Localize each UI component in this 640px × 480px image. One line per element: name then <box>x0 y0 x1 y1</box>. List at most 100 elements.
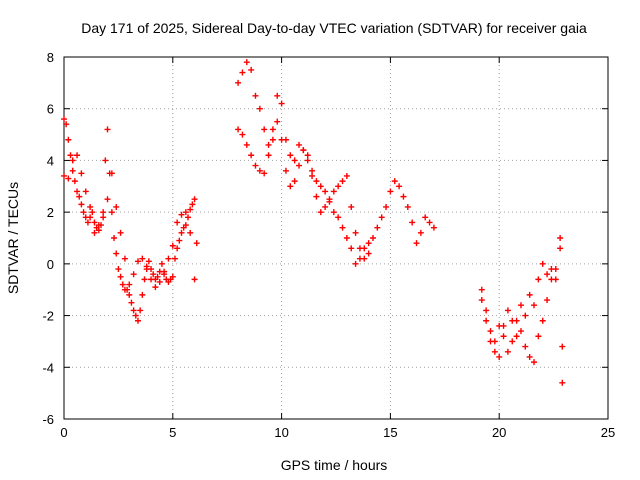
data-point-marker <box>191 196 198 203</box>
data-point-marker <box>513 333 520 340</box>
data-point-marker <box>191 276 198 283</box>
data-point-marker <box>348 245 355 252</box>
data-point-marker <box>330 209 337 216</box>
data-point-marker <box>117 273 124 280</box>
data-point-marker <box>243 141 250 148</box>
data-point-marker <box>274 118 281 125</box>
data-point-marker <box>504 307 511 314</box>
data-point-marker <box>95 222 102 229</box>
data-point-marker <box>339 224 346 231</box>
data-point-marker <box>265 141 272 148</box>
data-point-marker <box>67 152 74 159</box>
data-point-marker <box>76 193 83 200</box>
data-point-marker <box>309 172 316 179</box>
data-point-marker <box>132 312 139 319</box>
data-point-marker <box>352 260 359 267</box>
data-point-marker <box>143 263 150 270</box>
y-axis-ticks: -6 -4 -2 0 2 4 6 8 <box>42 50 608 427</box>
data-point-marker <box>158 260 165 267</box>
data-point-marker <box>134 258 141 265</box>
data-point-marker <box>108 170 115 177</box>
data-point-marker <box>483 317 490 324</box>
data-point-marker <box>152 284 159 291</box>
data-point-marker <box>304 157 311 164</box>
y-axis-title: SDTVAR / TECUs <box>5 182 21 294</box>
data-point-marker <box>535 276 542 283</box>
y-tick-label: 4 <box>47 153 54 168</box>
data-point-marker <box>309 167 316 174</box>
data-point-marker <box>278 136 285 143</box>
data-point-marker <box>326 196 333 203</box>
data-point-marker <box>526 291 533 298</box>
data-point-marker <box>400 193 407 200</box>
data-point-marker <box>113 250 120 257</box>
data-point-marker <box>78 170 85 177</box>
data-point-marker <box>145 258 152 265</box>
data-point-marker <box>139 255 146 262</box>
data-point-marker <box>128 299 135 306</box>
data-point-marker <box>256 167 263 174</box>
data-point-marker <box>108 209 115 216</box>
data-point-marker <box>361 255 368 262</box>
data-point-marker <box>126 281 133 288</box>
data-point-marker <box>261 126 268 133</box>
data-point-marker <box>176 237 183 244</box>
data-point-marker <box>487 328 494 335</box>
data-point-marker <box>517 328 524 335</box>
data-point-marker <box>95 227 102 234</box>
x-tick-label: 25 <box>601 425 615 440</box>
y-tick-label: 2 <box>47 205 54 220</box>
data-point-marker <box>356 245 363 252</box>
data-point-marker <box>478 297 485 304</box>
data-point-marker <box>161 268 168 275</box>
data-point-marker <box>369 235 376 241</box>
data-point-marker <box>313 178 320 185</box>
data-point-marker <box>522 343 529 350</box>
data-point-marker <box>378 214 385 221</box>
data-point-marker <box>235 79 242 86</box>
data-point-marker <box>78 201 85 208</box>
data-point-marker <box>256 105 263 112</box>
data-point-marker <box>165 255 172 262</box>
data-point-marker <box>189 201 196 208</box>
data-point-marker <box>522 312 529 319</box>
data-point-marker <box>169 273 176 280</box>
data-point-marker <box>487 338 494 345</box>
data-point-marker <box>82 188 89 195</box>
data-point-marker <box>265 152 272 159</box>
data-point-marker <box>154 273 161 280</box>
data-point-marker <box>517 302 524 309</box>
y-tick-label: 0 <box>47 257 54 272</box>
data-point-marker <box>115 266 122 273</box>
data-point-marker <box>100 209 107 216</box>
x-tick-label: 0 <box>60 425 67 440</box>
data-point-marker <box>119 281 126 288</box>
data-point-marker <box>278 100 285 107</box>
data-point-marker <box>531 302 538 309</box>
data-point-marker <box>69 157 76 164</box>
data-point-marker <box>317 209 324 216</box>
data-point-marker <box>274 92 281 99</box>
y-tick-label: 6 <box>47 102 54 117</box>
data-point-marker <box>409 219 416 226</box>
data-point-marker <box>235 126 242 133</box>
data-point-marker <box>304 152 311 159</box>
chart-title: Day 171 of 2025, Sidereal Day-to-day VTE… <box>81 20 587 36</box>
data-point-marker <box>182 222 189 229</box>
x-tick-label: 15 <box>383 425 397 440</box>
data-point-marker <box>509 317 516 324</box>
data-point-marker <box>559 379 566 386</box>
data-point-marker <box>387 188 394 195</box>
data-point-marker <box>61 116 67 123</box>
data-point-marker <box>187 206 194 213</box>
data-point-marker <box>187 229 194 236</box>
data-point-marker <box>104 196 111 203</box>
data-point-marker <box>80 209 87 216</box>
data-point-marker <box>148 266 155 273</box>
data-point-marker <box>171 255 178 262</box>
data-point-marker <box>100 214 107 221</box>
data-point-marker <box>178 211 185 218</box>
data-point-marker <box>335 183 342 190</box>
data-point-marker <box>69 167 76 174</box>
grid-lines <box>64 57 608 419</box>
